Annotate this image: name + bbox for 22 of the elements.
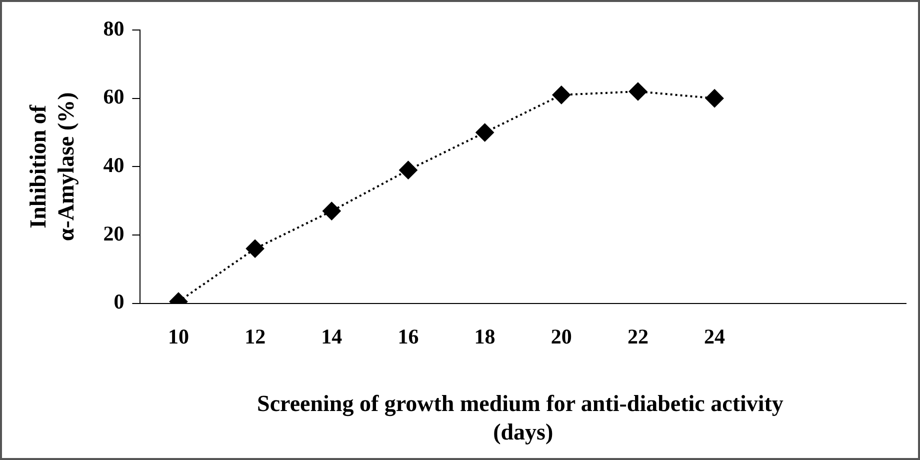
point xyxy=(246,240,264,258)
y-tick-label: 20 xyxy=(103,221,124,246)
point xyxy=(706,89,724,108)
point xyxy=(399,161,418,180)
x-tick-label: 18 xyxy=(474,324,496,348)
x-tick-label: 16 xyxy=(398,324,419,348)
x-tick-label: 24 xyxy=(704,324,726,348)
y-tick-label: 60 xyxy=(103,84,124,109)
x-tick-label: 12 xyxy=(244,324,266,348)
point xyxy=(476,123,494,142)
point xyxy=(322,202,341,220)
x-tick-label: 10 xyxy=(168,324,189,348)
point xyxy=(628,82,647,100)
y-tick-label: 80 xyxy=(103,16,124,40)
x-axis-title: Screening of growth medium for anti-diabetic activity (days) xyxy=(257,390,790,445)
x-tick-label: 22 xyxy=(627,324,648,348)
y-axis-title: Inhibition of α-Amylase (%) xyxy=(26,92,78,242)
x-tick-label: 20 xyxy=(550,324,572,348)
x-tick-label: 14 xyxy=(321,324,343,348)
point xyxy=(552,86,570,104)
y-tick-label: 0 xyxy=(114,290,124,314)
y-tick-label: 40 xyxy=(103,153,124,178)
